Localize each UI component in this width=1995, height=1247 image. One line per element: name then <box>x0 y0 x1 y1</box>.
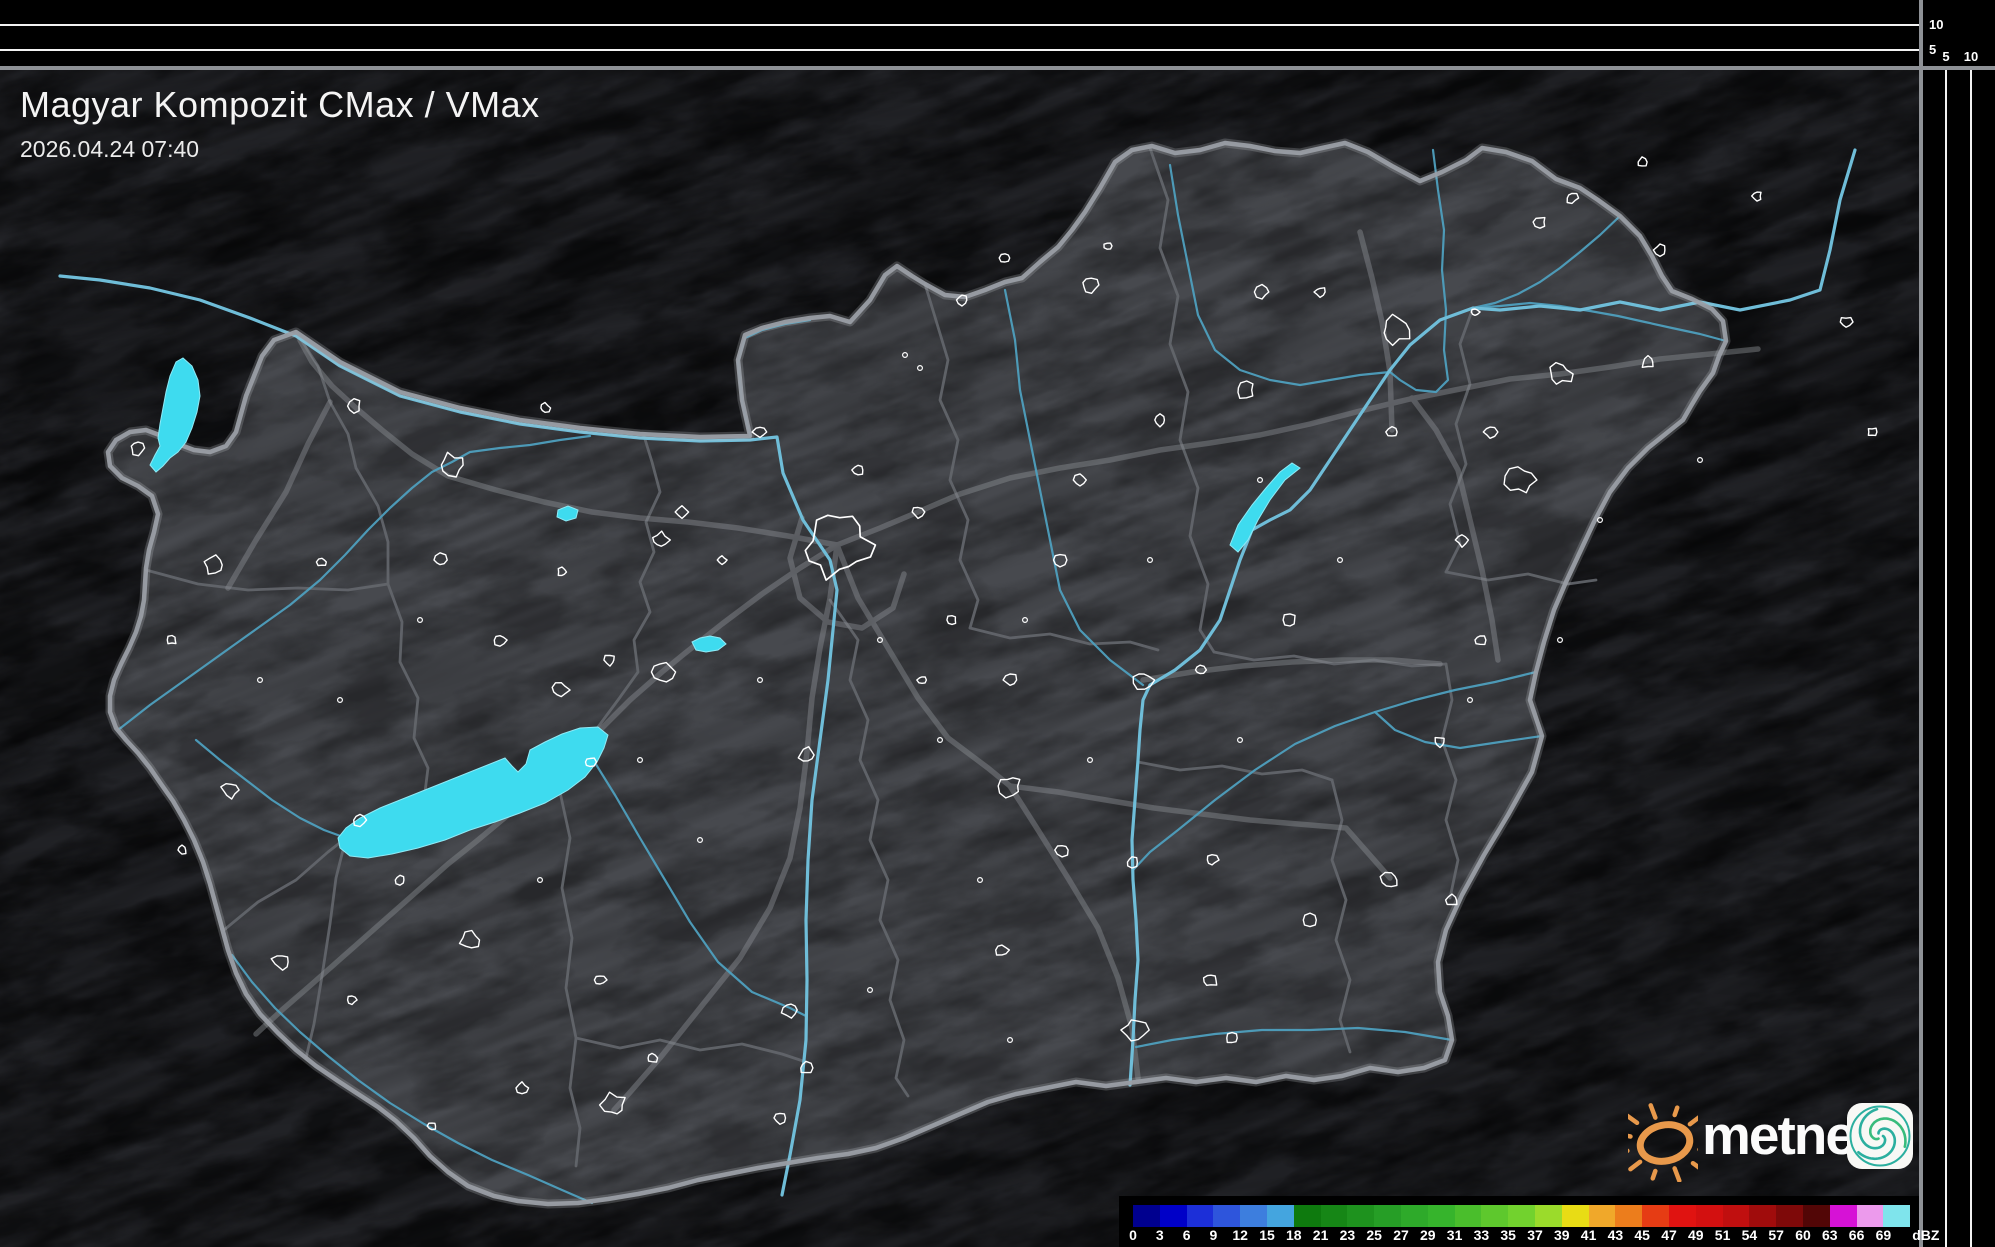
legend-tick-label: 33 <box>1473 1227 1490 1243</box>
legend-cell <box>1856 1205 1884 1227</box>
legend-cell <box>1186 1205 1214 1227</box>
county-borders <box>144 146 1598 1168</box>
legend-cell <box>1829 1205 1857 1227</box>
town-outlines <box>130 156 1878 1131</box>
map-header: Magyar Kompozit CMax / VMax 2026.04.24 0… <box>20 84 540 163</box>
legend-cell <box>1776 1205 1803 1227</box>
legend-cell <box>1722 1205 1750 1227</box>
spiral-icon <box>1858 1107 1887 1150</box>
legend-tick-label: 37 <box>1527 1227 1543 1243</box>
legend-tick-label: 29 <box>1420 1227 1436 1243</box>
legend-tick-label: 60 <box>1795 1227 1811 1243</box>
sun-icon <box>1608 1103 1722 1183</box>
legend-cell <box>1320 1205 1348 1227</box>
legend-tick-label: 31 <box>1446 1227 1463 1243</box>
legend-tick-label: 0 <box>1129 1227 1137 1243</box>
legend-tick-label: 3 <box>1155 1227 1164 1243</box>
legend-tick-label: 23 <box>1339 1227 1356 1243</box>
top-panel-height-tick: 5 <box>1929 42 1937 57</box>
spiral-icon <box>1869 1117 1907 1148</box>
legend-tick-label: 63 <box>1822 1227 1838 1243</box>
legend-unit-label: dBZ <box>1912 1227 1940 1243</box>
page-title: Magyar Kompozit CMax / VMax <box>20 84 540 125</box>
metnet-wordmark: metnet <box>1702 1104 1872 1166</box>
country-border <box>105 140 1729 1207</box>
legend-cell <box>1642 1205 1669 1227</box>
legend-cell <box>1615 1205 1643 1227</box>
legend-cell <box>1266 1205 1294 1227</box>
legend-cell <box>1427 1205 1455 1227</box>
lakes <box>149 357 1301 859</box>
legend-tick-label: 6 <box>1182 1227 1191 1243</box>
right-panel-height-tick: 10 <box>1963 49 1979 64</box>
legend-tick-label: 57 <box>1768 1227 1784 1243</box>
legend-tick-label: 35 <box>1500 1227 1516 1243</box>
legend-tick-label: 12 <box>1232 1227 1248 1243</box>
legend-cell <box>1133 1205 1160 1227</box>
legend-cell <box>1561 1205 1589 1227</box>
legend-cell <box>1374 1205 1401 1227</box>
legend-tick-label: 25 <box>1366 1227 1382 1243</box>
legend-tick-label: 54 <box>1741 1227 1758 1243</box>
metnet-app-icon <box>1847 1103 1913 1169</box>
dbz-legend: 0 3 6 9 12 15 18 21 23 25 27 29 31 33 35 37 39 41 43 45 47 49… <box>1119 1196 1939 1247</box>
legend-tick-label: 49 <box>1688 1227 1704 1243</box>
right-panel-height-tick: 5 <box>1942 49 1950 64</box>
legend-cell <box>1400 1205 1428 1227</box>
legend-tick-label: 66 <box>1848 1227 1865 1243</box>
legend-cell <box>1481 1205 1509 1227</box>
legend-cell <box>1588 1205 1616 1227</box>
legend-tick-label: 69 <box>1875 1227 1892 1243</box>
legend-cell <box>1159 1205 1187 1227</box>
spiral-icon <box>1857 1127 1897 1161</box>
legend-cell <box>1454 1205 1482 1227</box>
legend-tick-label: 9 <box>1209 1227 1218 1243</box>
legend-tick-label: 43 <box>1607 1227 1624 1243</box>
dbz-colorbar <box>1133 1205 1911 1227</box>
legend-tick-label: 51 <box>1714 1227 1731 1243</box>
metnet-logo: metnet <box>1608 1096 1920 1183</box>
legend-tick-label: 41 <box>1580 1227 1597 1243</box>
legend-tick-label: 18 <box>1286 1227 1302 1243</box>
legend-cell <box>1749 1205 1777 1227</box>
legend-cell <box>1668 1205 1696 1227</box>
legend-cell <box>1802 1205 1830 1227</box>
legend-tick-label: 15 <box>1259 1227 1275 1243</box>
rivers <box>58 148 1857 1205</box>
legend-cell <box>1508 1205 1535 1227</box>
legend-cell <box>1213 1205 1241 1227</box>
legend-tick-label: 47 <box>1661 1227 1677 1243</box>
legend-cell <box>1293 1205 1321 1227</box>
legend-tick-label: 45 <box>1634 1227 1650 1243</box>
legend-tick-label: 21 <box>1312 1227 1329 1243</box>
legend-cell <box>1347 1205 1375 1227</box>
timestamp: 2026.04.24 07:40 <box>20 136 200 162</box>
legend-cell <box>1695 1205 1723 1227</box>
legend-cell <box>1240 1205 1267 1227</box>
top-panel-height-tick: 10 <box>1929 17 1944 32</box>
legend-tick-label: 27 <box>1393 1227 1409 1243</box>
legend-cell <box>1883 1205 1911 1227</box>
legend-tick-label: 39 <box>1554 1227 1570 1243</box>
legend-cell <box>1534 1205 1562 1227</box>
